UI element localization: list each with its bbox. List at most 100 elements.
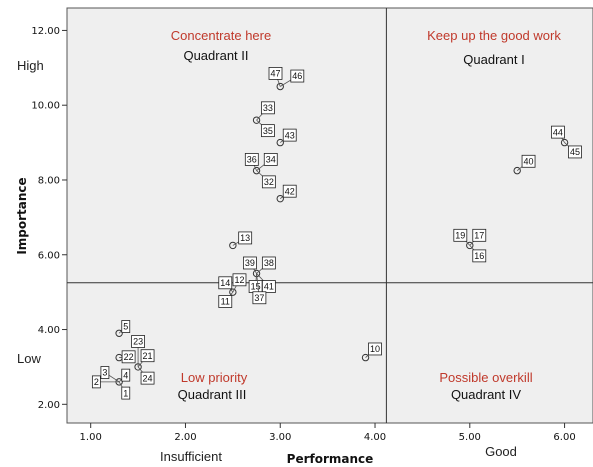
quadrant-3-title: Low priority [181,370,248,385]
point-label: 42 [285,186,295,196]
point-label: 32 [264,177,274,187]
y-tick-label: 10.00 [31,101,60,112]
point-label-box [218,276,233,290]
point-label: 2 [94,377,99,387]
x-axis-title: Performance [287,452,374,466]
y-tick-label: 8.00 [38,175,60,186]
data-point [361,353,370,362]
plot-area [66,7,593,424]
point-label: 45 [570,147,580,157]
point-label-box [243,256,257,270]
point-label-box [263,153,278,166]
point-label-box [232,273,247,287]
quadrant-1-subtitle: Quadrant I [463,52,524,67]
point-label: 13 [240,233,250,243]
x-tick-label: 6.00 [553,432,575,443]
point-label: 40 [524,156,534,166]
point-label: 46 [292,71,302,81]
point-label-box [218,295,233,308]
y-tick-label: 4.00 [38,325,60,336]
data-point [513,166,521,175]
x-tick-label: 4.00 [364,432,386,443]
quadrant-1-title: Keep up the good work [427,28,561,43]
point-label-box [368,342,382,356]
point-label-box [282,184,297,198]
point-label-box [261,124,275,138]
y-side-label-low: Low [17,351,41,366]
point-label-box [472,249,487,263]
point-label-box [453,228,468,242]
point-label-box [568,145,582,159]
data-point [229,241,237,250]
point-label-box [551,125,565,139]
data-point [115,329,123,337]
point-label-box [261,175,276,189]
data-point [229,288,237,296]
x-tick-label: 5.00 [459,432,481,443]
point-label: 15 [251,282,261,292]
data-point [560,138,569,147]
point-label: 12 [234,275,244,285]
data-point [252,116,261,124]
point-label: 10 [370,344,380,354]
point-label: 14 [220,278,230,288]
point-label: 21 [143,351,153,361]
data-point [276,138,284,147]
point-label: 16 [474,251,484,261]
point-label: 47 [270,69,280,79]
data-point [252,166,261,175]
quadrant-2-subtitle: Quadrant II [183,48,248,63]
y-side-label-high: High [17,58,44,73]
point-label-box [121,320,131,333]
x-tick-label: 2.00 [174,432,196,443]
point-label-box [91,375,101,389]
point-label-box [140,371,155,385]
point-label-box [121,386,131,400]
point-label-box [261,101,275,115]
point-label-box [121,368,131,382]
quadrant-3-subtitle: Quadrant III [178,387,247,402]
quadrant-4-subtitle: Quadrant IV [451,387,521,402]
x-side-label-good: Good [485,444,517,459]
point-label: 4 [123,370,128,380]
quadrant-2-title: Concentrate here [171,28,271,43]
point-label-box [268,67,283,80]
point-label: 38 [264,258,274,268]
point-label-box [290,69,305,83]
x-tick-label: 1.00 [80,432,102,443]
point-label: 34 [266,155,276,165]
point-label-box [244,153,259,166]
point-label-box [238,231,253,245]
x-tick-label: 3.00 [269,432,291,443]
point-label-box [252,291,267,305]
point-label-box [121,350,136,364]
point-label: 44 [553,127,563,137]
data-point [276,82,284,91]
point-label: 17 [474,231,484,241]
data-point [466,241,474,250]
point-label: 36 [247,155,257,165]
point-label: 33 [263,103,273,113]
point-label: 5 [123,322,128,332]
y-tick-label: 6.00 [38,250,60,261]
point-label-box [472,228,487,242]
quadrant-4-title: Possible overkill [439,370,532,385]
axis-ticks: 1.00 2.00 3.00 4.00 5.00 6.00 2.00 4.00 6.00 8.00… [31,26,575,443]
point-label-box [261,280,276,293]
point-label: 39 [245,258,255,268]
point-label: 43 [285,130,295,140]
point-label: 41 [264,282,274,292]
y-axis-title: Importance [15,177,29,254]
point-label-box [140,349,155,363]
point-label: 23 [133,337,143,347]
point-label-box [261,256,276,270]
y-tick-label: 2.00 [38,400,60,411]
point-label-box [131,335,145,348]
point-label: 11 [221,297,230,307]
point-label: 37 [254,293,264,303]
point-label: 35 [263,126,273,136]
point-label-box [100,366,110,379]
data-point [276,194,284,203]
